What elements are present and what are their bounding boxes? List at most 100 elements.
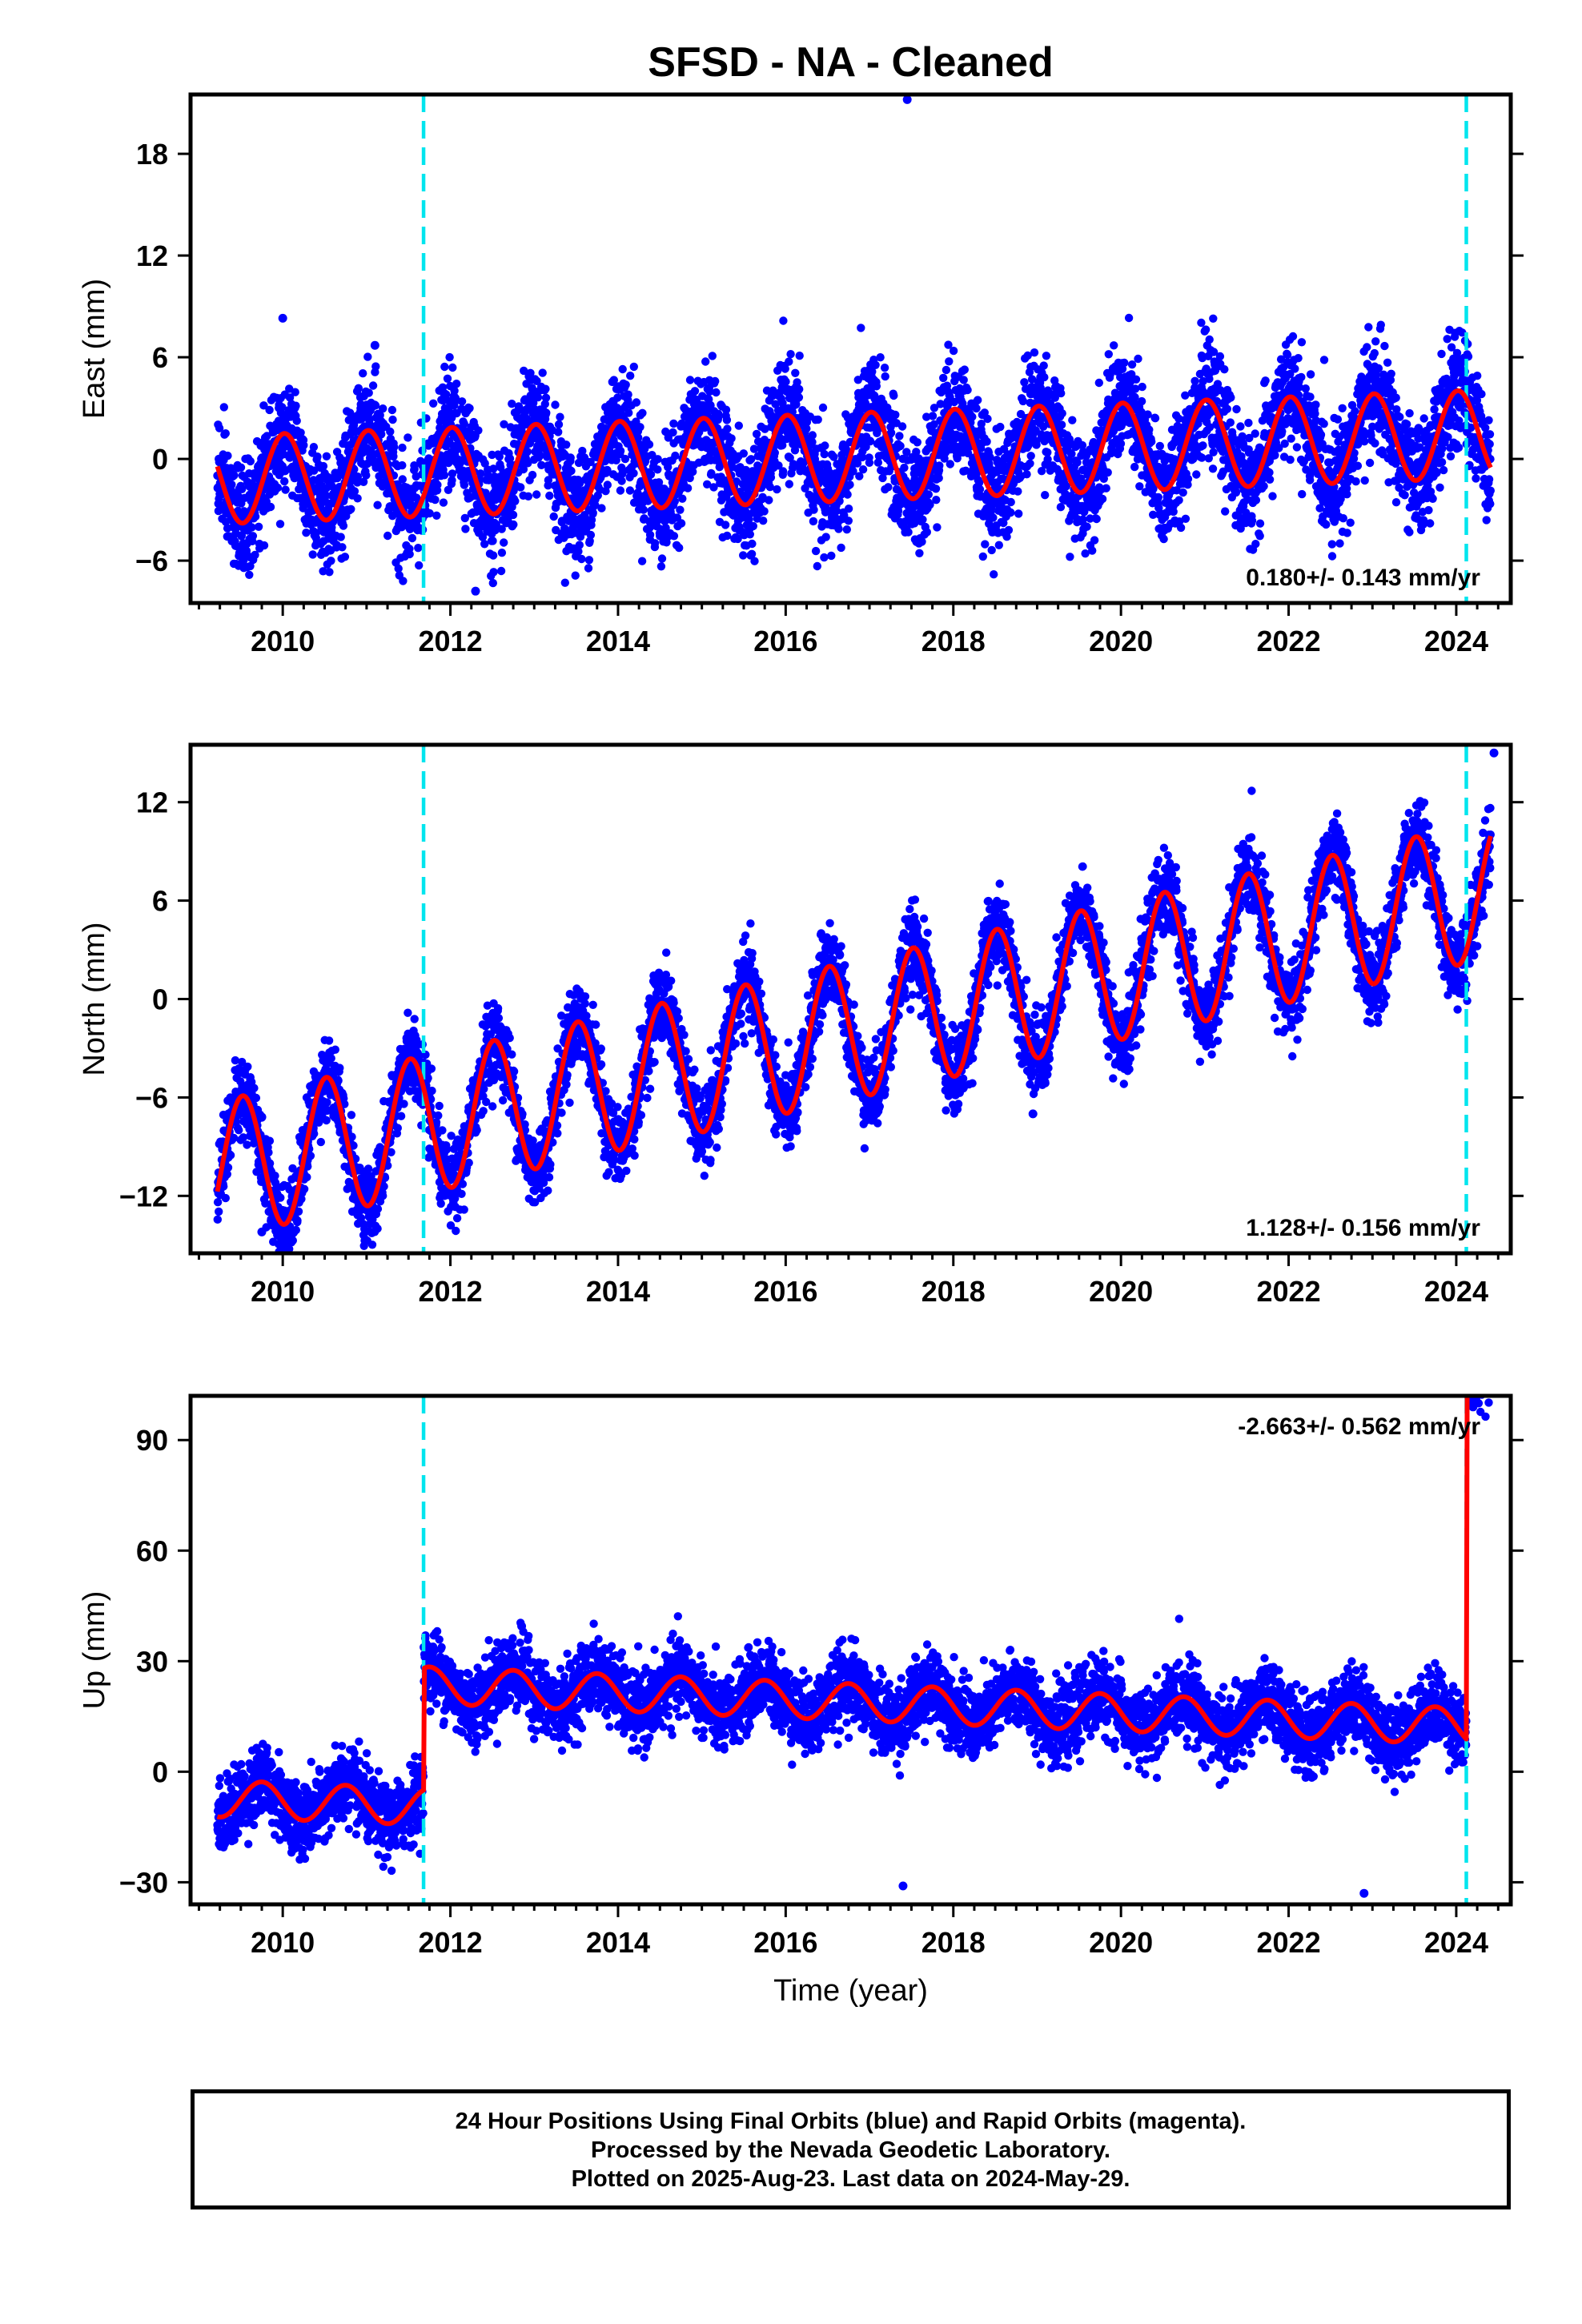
data-point — [452, 380, 461, 388]
data-point — [445, 352, 454, 362]
data-point — [1231, 488, 1241, 497]
data-point — [383, 531, 392, 541]
data-point — [733, 534, 742, 544]
data-point — [669, 419, 678, 428]
data-point — [1209, 314, 1218, 323]
data-point — [808, 431, 817, 440]
data-point — [644, 440, 654, 449]
data-point — [900, 463, 909, 472]
data-point — [987, 545, 996, 555]
data-point — [646, 470, 656, 479]
data-point — [448, 363, 457, 372]
data-point — [865, 436, 875, 446]
data-point — [291, 388, 299, 396]
data-point — [246, 561, 255, 571]
data-point — [1057, 420, 1066, 429]
data-point — [690, 387, 700, 396]
data-point — [818, 403, 828, 412]
data-point — [1251, 496, 1261, 505]
data-point — [509, 520, 518, 529]
data-point — [386, 427, 395, 436]
data-point — [443, 374, 452, 383]
data-point — [476, 469, 485, 478]
data-point — [918, 515, 927, 524]
data-point — [1026, 452, 1035, 460]
data-point — [629, 362, 638, 372]
data-point — [636, 423, 644, 432]
data-point — [460, 513, 469, 523]
data-point — [778, 440, 787, 450]
data-point — [781, 377, 790, 386]
data-point — [354, 384, 363, 392]
data-point — [1169, 507, 1178, 517]
data-point — [962, 466, 970, 475]
data-point — [913, 438, 922, 447]
data-point — [1192, 470, 1201, 479]
data-point — [1018, 396, 1028, 406]
data-point — [230, 471, 239, 480]
data-point — [1041, 491, 1050, 500]
data-point — [613, 393, 622, 402]
data-point — [809, 517, 818, 526]
data-point — [319, 461, 328, 471]
data-point — [387, 405, 397, 415]
data-point — [774, 461, 783, 470]
data-point — [578, 446, 587, 456]
data-point — [1271, 451, 1279, 460]
data-point — [939, 373, 948, 383]
data-point — [1351, 407, 1359, 416]
data-point — [1197, 318, 1206, 328]
data-point — [768, 412, 777, 420]
data-point — [809, 505, 818, 514]
data-point — [215, 424, 224, 432]
data-point — [1057, 388, 1066, 398]
data-point — [322, 452, 331, 460]
data-point — [362, 471, 371, 480]
data-point — [497, 525, 506, 533]
data-point — [554, 428, 563, 436]
data-point — [489, 568, 498, 577]
data-point — [616, 486, 625, 495]
data-point — [432, 511, 441, 520]
data-point — [1247, 517, 1257, 525]
data-point — [770, 448, 779, 457]
data-point — [872, 382, 881, 391]
data-point — [963, 385, 972, 395]
data-point — [813, 561, 821, 571]
data-point — [1232, 404, 1241, 414]
data-point — [1294, 354, 1303, 363]
data-point — [603, 480, 612, 489]
data-point — [1327, 552, 1337, 561]
data-point — [281, 485, 290, 494]
data-point — [843, 490, 852, 499]
data-point — [371, 362, 380, 371]
data-point — [540, 400, 549, 408]
data-point — [1215, 352, 1225, 361]
chart-title: SFSD - NA - Cleaned — [648, 39, 1054, 86]
data-point — [238, 485, 247, 493]
data-point — [820, 553, 829, 562]
data-point — [389, 452, 398, 461]
data-point — [857, 324, 865, 332]
data-point — [302, 529, 311, 537]
data-point — [429, 399, 438, 408]
data-point — [460, 419, 468, 428]
data-point — [221, 429, 230, 438]
data-point — [433, 480, 442, 489]
data-point — [915, 549, 924, 557]
data-point — [944, 340, 953, 349]
data-point — [1209, 448, 1218, 456]
data-point — [1306, 370, 1315, 379]
data-point — [618, 364, 627, 374]
data-point — [488, 578, 497, 588]
data-point — [1311, 400, 1320, 409]
data-point — [1297, 338, 1307, 347]
data-point — [338, 543, 347, 552]
data-point — [707, 468, 716, 478]
data-point — [508, 400, 516, 408]
data-point — [452, 396, 460, 405]
data-point — [747, 455, 756, 464]
data-point — [1178, 488, 1187, 497]
data-point — [612, 456, 620, 464]
data-point — [974, 396, 982, 404]
